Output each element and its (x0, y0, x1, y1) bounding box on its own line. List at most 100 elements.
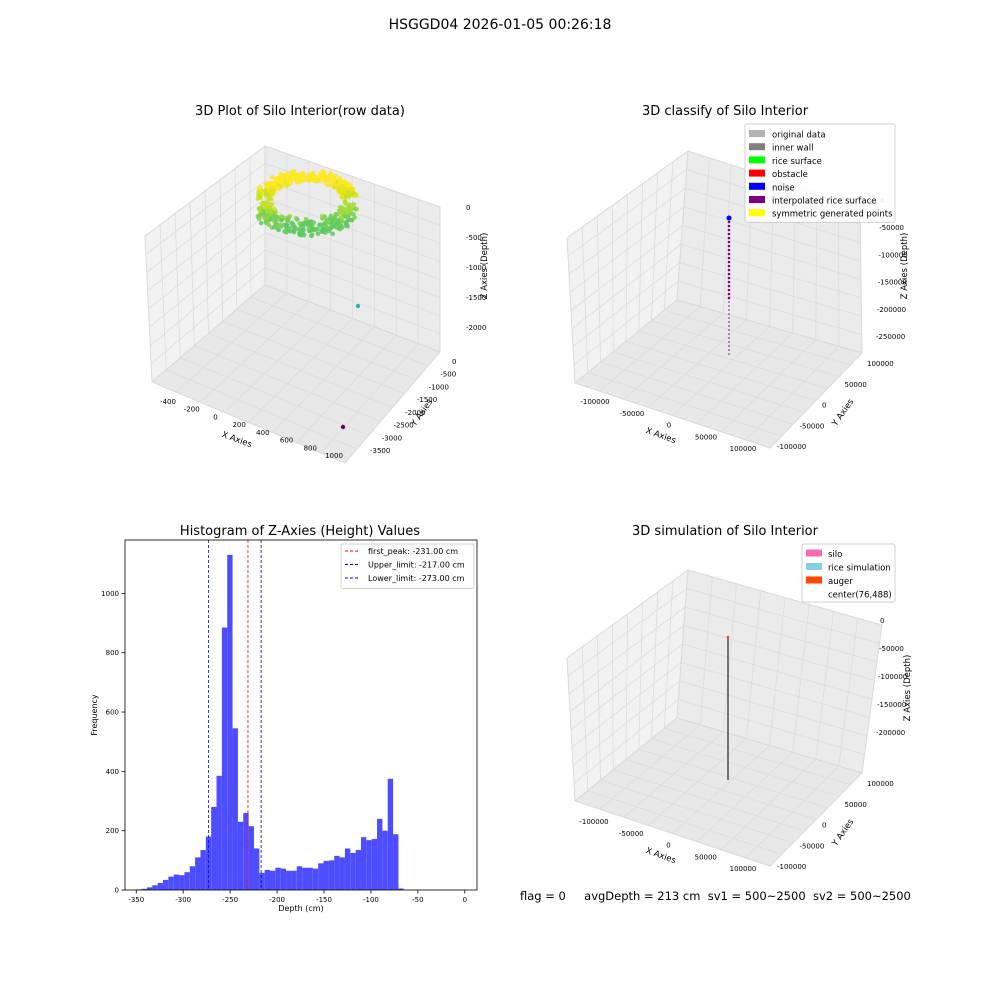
cls-point (728, 321, 730, 323)
sim-legend-label: center(76,488) (828, 591, 892, 601)
histogram-y-tick-label: 0 (115, 887, 119, 895)
histogram-bar (382, 830, 388, 890)
raw-point (286, 174, 291, 180)
cls-legend-swatch (749, 196, 765, 203)
sim-grid-y (581, 646, 782, 855)
raw-point (352, 215, 358, 220)
cls-x-tick-label: 50000 (695, 433, 717, 441)
raw-point (266, 181, 272, 187)
sim-y-tick-label: 0 (822, 822, 826, 830)
sim-y-tick-label: -100000 (777, 863, 806, 871)
histogram-bar (205, 836, 212, 890)
cls-point (727, 256, 731, 260)
histogram-bar (312, 868, 319, 890)
raw-point (293, 216, 299, 221)
raw-point (259, 189, 264, 194)
raw-point (337, 177, 342, 183)
raw-point (278, 171, 284, 177)
raw-point (271, 180, 276, 186)
chart-title-classify: 3D classify of Silo Interior (641, 104, 809, 119)
histogram-bar (227, 554, 233, 890)
histogram-bar (355, 849, 361, 890)
cls-grid-x (672, 178, 775, 416)
cls-point (727, 292, 731, 296)
cls-z-tick-label: -100000 (878, 251, 907, 259)
histogram-bar (168, 876, 174, 890)
sim-x-tick-label: 50000 (695, 853, 717, 861)
raw-point (265, 200, 271, 205)
sim-grid-x (647, 590, 762, 826)
raw-outlier-point (340, 424, 346, 430)
cls-point (728, 309, 730, 311)
raw-point (341, 187, 346, 192)
cls-grid-x (696, 185, 796, 424)
raw-pane-floor (151, 284, 441, 464)
raw-point (347, 202, 352, 208)
sim-grid-x (745, 618, 859, 859)
histogram-bar (152, 885, 158, 890)
sim-grid-z (573, 699, 865, 784)
sim-grid-y (651, 591, 840, 797)
raw-point (349, 186, 354, 192)
status-line: flag = 0 avgDepth = 213 cm sv1 = 500~250… (520, 889, 911, 903)
cls-grid-x (623, 164, 732, 400)
chart-title-raw: 3D Plot of Silo Interior(row data) (195, 104, 405, 119)
sim-legend-box (801, 543, 896, 603)
raw-point (326, 219, 331, 225)
cls-point (727, 232, 731, 236)
cls-grid-y (663, 161, 851, 366)
histogram-bar (275, 867, 281, 890)
raw-point (331, 184, 337, 190)
cls-grid-y (611, 205, 805, 413)
histogram-legend-label: Upper_limit: -217.00 cm (368, 561, 465, 570)
histogram-x-tick-label: -50 (412, 896, 423, 904)
cls-point (728, 345, 730, 347)
raw-point (273, 177, 279, 182)
cls-point (728, 349, 730, 351)
raw-point (258, 185, 264, 190)
histogram-bar (211, 806, 217, 890)
histogram-bar (323, 860, 329, 890)
raw-point (352, 206, 358, 212)
raw-x-tick-label: 200 (232, 421, 245, 429)
cls-legend-swatch (749, 182, 765, 190)
histogram-bar (264, 869, 271, 890)
raw-point (257, 213, 262, 218)
raw-point (263, 219, 269, 225)
avg-depth-text: avgDepth = 213 cm (584, 889, 701, 903)
raw-point (283, 180, 288, 185)
raw-y-tick-label: -1000 (429, 383, 449, 391)
raw-point (328, 213, 334, 219)
raw-point (343, 223, 349, 228)
sim-x-axis-label: X Axies (644, 846, 677, 866)
cls-grid-z (573, 280, 862, 366)
sim-grid-y (596, 635, 794, 844)
cls-grid-y (625, 194, 817, 401)
raw-grid-x (248, 176, 353, 423)
raw-grid-y (159, 224, 358, 450)
raw-point (342, 199, 348, 204)
histogram-x-tick-label: -100 (363, 896, 379, 904)
histogram-bar (286, 870, 292, 890)
raw-point (296, 175, 302, 181)
histogram-bar (216, 775, 222, 890)
raw-grid-x (320, 199, 419, 454)
raw-point (344, 219, 350, 225)
histogram-y-axis-label: Frequency (90, 694, 99, 736)
histogram-bar (259, 872, 265, 890)
sim-z-tick-label: -200000 (876, 729, 905, 737)
cls-grid-x (720, 192, 818, 433)
sim-grid-z (570, 643, 873, 730)
histogram-bar (184, 872, 190, 890)
cls-z-tick-label: -250000 (876, 333, 905, 341)
raw-point (311, 175, 317, 181)
raw-point (263, 212, 269, 218)
raw-point (310, 226, 316, 231)
histogram-bar (173, 874, 180, 890)
histogram-bar (307, 867, 313, 890)
sim-z-tick-label: -100000 (878, 673, 907, 681)
raw-z-tick-label: -2000 (466, 324, 486, 332)
sim-y-tick-label: 50000 (845, 801, 867, 809)
histogram-y-tick-label: 1000 (101, 590, 119, 598)
histogram-bar (291, 870, 297, 890)
